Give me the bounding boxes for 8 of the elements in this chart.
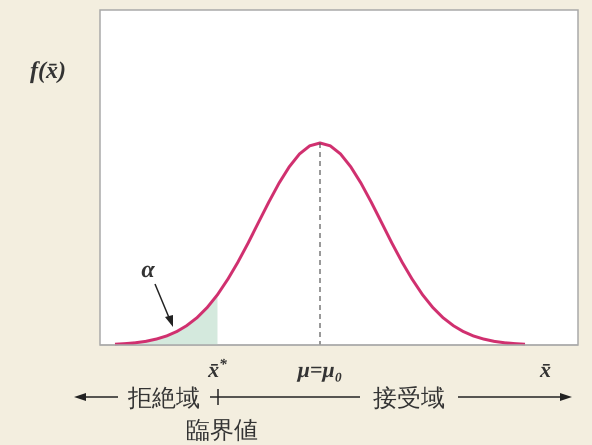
annotation: α: [141, 257, 156, 283]
y-axis-title: f(x̄): [30, 58, 66, 84]
text: 接受域: [373, 384, 445, 412]
x-tick-label: x̄$^{*}$: [207, 356, 228, 382]
text: 拒絶域: [127, 384, 200, 412]
x-tick-label: μ=μ₀: [296, 357, 342, 382]
x-tick-label: x̄: [539, 357, 551, 382]
text: 臨界値: [186, 416, 258, 444]
